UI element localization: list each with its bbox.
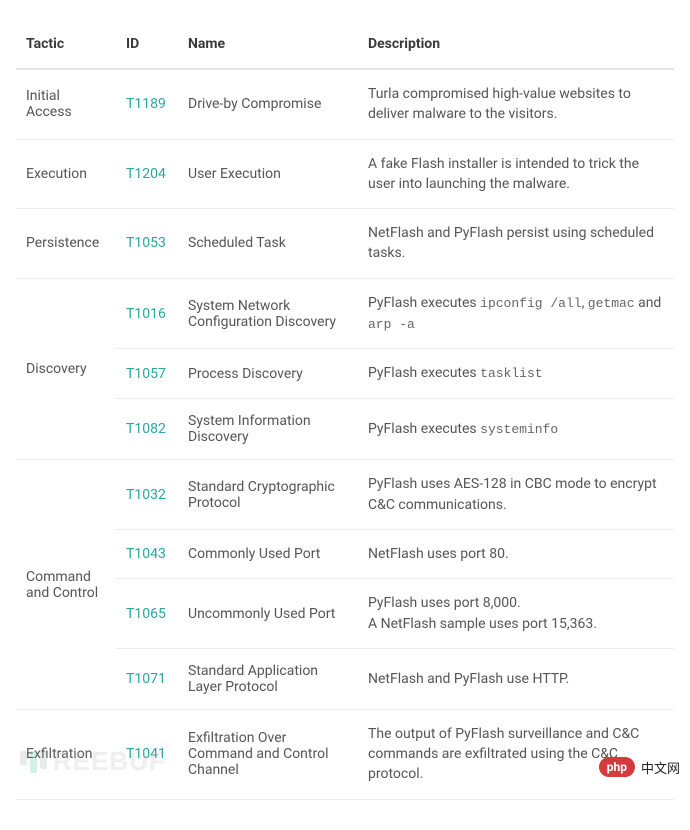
technique-id-link[interactable]: T1082	[126, 421, 166, 437]
id-cell: T1082	[116, 399, 178, 460]
technique-description: PyFlash executes systeminfo	[358, 399, 674, 460]
technique-id-link[interactable]: T1043	[126, 546, 166, 562]
tactic-cell: Initial Access	[16, 69, 116, 139]
technique-description: PyFlash uses AES-128 in CBC mode to encr…	[358, 460, 674, 530]
mitre-table: Tactic ID Name Description Initial Acces…	[16, 20, 674, 800]
id-cell: T1043	[116, 529, 178, 578]
technique-name: Standard Cryptographic Protocol	[178, 460, 358, 530]
technique-id-link[interactable]: T1189	[126, 96, 166, 112]
id-cell: T1057	[116, 349, 178, 399]
code-snippet: systeminfo	[480, 422, 558, 437]
technique-description: NetFlash and PyFlash use HTTP.	[358, 648, 674, 709]
technique-name: User Execution	[178, 139, 358, 209]
col-header-name: Name	[178, 20, 358, 69]
tactic-cell: Persistence	[16, 209, 116, 279]
technique-id-link[interactable]: T1071	[126, 671, 166, 687]
technique-name: Scheduled Task	[178, 209, 358, 279]
technique-description: Turla compromised high-value websites to…	[358, 69, 674, 139]
technique-id-link[interactable]: T1032	[126, 487, 166, 503]
table-row: Initial Access T1189 Drive-by CompromiseTu…	[16, 69, 674, 139]
col-header-description: Description	[358, 20, 674, 69]
table-row: Persistence T1053 Scheduled TaskNetFlash a…	[16, 209, 674, 279]
technique-name: Drive-by Compromise	[178, 69, 358, 139]
id-cell: T1189	[116, 69, 178, 139]
technique-description: PyFlash executes ipconfig /all, getmac a…	[358, 278, 674, 349]
technique-name: Standard Application Layer Protocol	[178, 648, 358, 709]
id-cell: T1065	[116, 579, 178, 649]
code-snippet: tasklist	[480, 366, 542, 381]
tactic-cell: Exfiltration	[16, 709, 116, 799]
table-row: Command and ControlT1032Standard Cryptog…	[16, 460, 674, 530]
technique-name: System Network Configuration Discovery	[178, 278, 358, 349]
technique-id-link[interactable]: T1053	[126, 235, 166, 251]
col-header-id: ID	[116, 20, 178, 69]
technique-name: Uncommonly Used Port	[178, 579, 358, 649]
technique-name: Process Discovery	[178, 349, 358, 399]
id-cell: T1016	[116, 278, 178, 349]
id-cell: T1204	[116, 139, 178, 209]
table-row: Exfiltration T1041 Exfiltration Over Comma…	[16, 709, 674, 799]
code-snippet: arp -a	[368, 317, 415, 332]
tactic-cell: Execution	[16, 139, 116, 209]
technique-description: NetFlash uses port 80.	[358, 529, 674, 578]
id-cell: T1053	[116, 209, 178, 279]
technique-description: A fake Flash installer is intended to tr…	[358, 139, 674, 209]
tactic-cell: Discovery	[16, 278, 116, 460]
table-row: DiscoveryT1016System Network Configurati…	[16, 278, 674, 349]
technique-description: NetFlash and PyFlash persist using sched…	[358, 209, 674, 279]
technique-id-link[interactable]: T1065	[126, 606, 166, 622]
technique-id-link[interactable]: T1057	[126, 366, 166, 382]
id-cell: T1041	[116, 709, 178, 799]
technique-description: The output of PyFlash surveillance and C…	[358, 709, 674, 799]
technique-id-link[interactable]: T1016	[126, 306, 166, 322]
technique-description: PyFlash executes tasklist	[358, 349, 674, 399]
id-cell: T1071	[116, 648, 178, 709]
technique-description: PyFlash uses port 8,000.A NetFlash sampl…	[358, 579, 674, 649]
id-cell: T1032	[116, 460, 178, 530]
technique-name: Commonly Used Port	[178, 529, 358, 578]
technique-id-link[interactable]: T1041	[126, 746, 166, 762]
technique-name: System Information Discovery	[178, 399, 358, 460]
technique-name: Exfiltration Over Command and Control Ch…	[178, 709, 358, 799]
technique-id-link[interactable]: T1204	[126, 166, 166, 182]
code-snippet: ipconfig /all	[480, 296, 581, 311]
col-header-tactic: Tactic	[16, 20, 116, 69]
table-row: Execution T1204 User ExecutionA fake Flash…	[16, 139, 674, 209]
code-snippet: getmac	[588, 296, 635, 311]
tactic-cell: Command and Control	[16, 460, 116, 709]
